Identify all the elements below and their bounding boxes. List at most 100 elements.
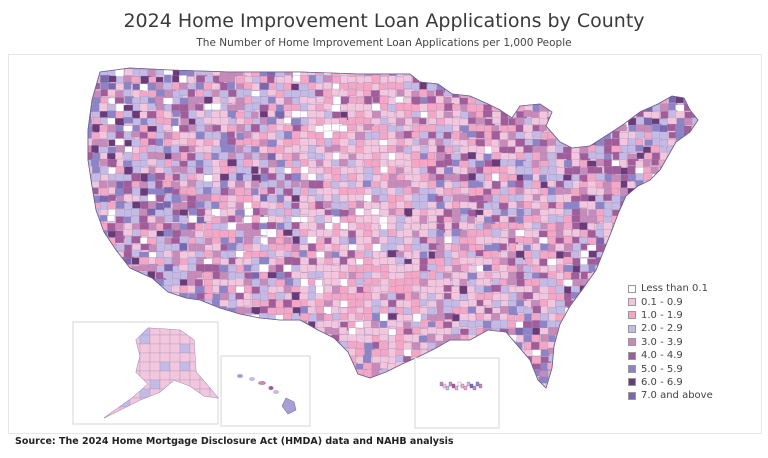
county-cell [219, 230, 230, 238]
county-cell [252, 355, 261, 363]
county-cell [219, 306, 227, 315]
county-cell [699, 173, 708, 181]
county-cell [491, 83, 501, 92]
county-cell [204, 103, 212, 111]
county-cell [115, 222, 124, 231]
county-cell [435, 348, 443, 357]
county-cell [179, 243, 188, 251]
county-cell [88, 88, 94, 96]
county-cell [587, 68, 597, 70]
county-cell [108, 355, 120, 363]
county-cell [419, 138, 429, 146]
county-cell [570, 383, 579, 388]
county-cell [291, 195, 300, 202]
legend-swatch [628, 298, 636, 307]
county-cell [596, 278, 607, 286]
county-cell [284, 327, 294, 335]
county-cell [88, 264, 91, 274]
county-cell [652, 201, 664, 210]
county-cell [323, 82, 332, 90]
county-cell [595, 152, 604, 160]
county-cell [88, 277, 92, 287]
county-cell [610, 277, 620, 287]
county-cell [347, 278, 357, 286]
county-cell [123, 229, 133, 236]
county-cell [195, 334, 207, 341]
county-cell [267, 75, 275, 84]
county-cell [267, 173, 277, 181]
county-cell [228, 89, 238, 97]
county-cell [171, 285, 180, 293]
county-cell [267, 236, 276, 245]
county-cell [395, 76, 405, 84]
county-cell [603, 124, 613, 133]
county-cell [660, 244, 670, 252]
county-cell [179, 180, 188, 187]
county-cell [531, 349, 543, 357]
county-cell [484, 334, 494, 342]
county-cell [587, 279, 597, 289]
county-cell [236, 334, 247, 342]
county-cell [156, 307, 167, 315]
county-cell [139, 285, 151, 293]
county-cell [371, 160, 380, 167]
county-cell [620, 271, 631, 280]
county-cell [651, 75, 660, 85]
county-cell [169, 352, 181, 363]
county-cell [507, 83, 519, 90]
county-cell [140, 229, 150, 236]
county-cell [140, 306, 150, 316]
county-cell [460, 348, 469, 356]
county-cell [251, 166, 259, 174]
county-cell [195, 201, 206, 208]
county-cell [235, 102, 245, 111]
county-cell [524, 279, 533, 287]
county-cell [155, 313, 166, 321]
county-cell [227, 251, 236, 259]
county-cell [164, 257, 173, 265]
county-cell [563, 180, 574, 189]
county-cell [339, 83, 349, 90]
county-cell [533, 391, 543, 398]
county-cell [403, 228, 413, 237]
county-cell [435, 320, 444, 329]
county-cell [404, 384, 415, 388]
county-cell [684, 216, 695, 225]
county-cell [268, 370, 280, 379]
county-cell [316, 321, 325, 329]
county-cell [427, 306, 436, 315]
county-cell [523, 180, 532, 189]
county-cell [444, 111, 455, 119]
county-cell [387, 131, 396, 140]
county-cell [129, 334, 141, 345]
county-cell [348, 391, 356, 398]
county-cell [683, 89, 693, 98]
county-cell [507, 103, 517, 110]
county-cell [667, 209, 676, 217]
county-cell [579, 222, 589, 231]
county-cell [452, 208, 462, 216]
county-cell [475, 305, 485, 314]
county-cell [579, 83, 591, 92]
county-cell [235, 286, 246, 294]
county-cell [307, 348, 317, 356]
county-cell [428, 215, 438, 222]
county-cell [199, 334, 211, 345]
county-cell [619, 208, 628, 218]
county-cell [169, 406, 181, 417]
county-cell [115, 298, 125, 308]
county-cell [619, 103, 630, 112]
county-cell [347, 250, 356, 258]
county-cell [628, 68, 637, 76]
county-cell [667, 187, 678, 196]
county-cell [546, 82, 557, 90]
county-cell [235, 202, 245, 211]
county-cell [467, 236, 477, 245]
county-cell [300, 272, 308, 280]
county-cell [500, 306, 510, 314]
county-cell [412, 326, 422, 334]
county-cell [347, 110, 356, 119]
county-cell [119, 361, 131, 372]
county-cell [499, 243, 507, 251]
county-cell [88, 272, 94, 279]
